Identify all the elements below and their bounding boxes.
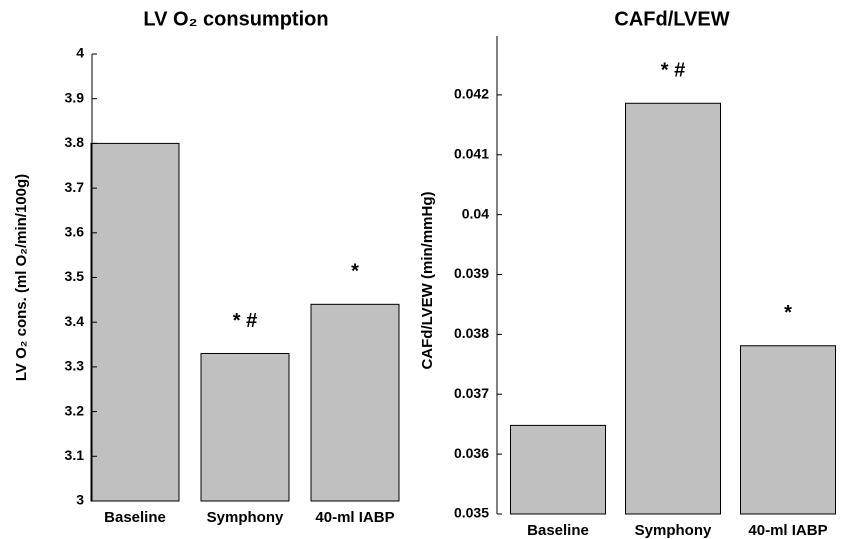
y-tick-label: 3.3 bbox=[65, 358, 85, 374]
y-tick-label: 0.037 bbox=[454, 385, 489, 401]
y-tick-label: 0.042 bbox=[454, 86, 489, 102]
y-tick-label: 4 bbox=[76, 45, 84, 61]
x-tick-label: Symphony bbox=[635, 522, 712, 539]
y-tick-label: 0.035 bbox=[454, 505, 489, 521]
y-tick-label: 3.6 bbox=[65, 224, 85, 240]
y-tick-label: 3.5 bbox=[65, 268, 85, 284]
x-tick-label: 40-ml IABP bbox=[315, 509, 394, 526]
y-axis-label: CAFd/LVEW (min/mmHg) bbox=[419, 191, 436, 369]
bar bbox=[200, 352, 290, 502]
chart-title: CAFd/LVEW bbox=[614, 8, 729, 30]
y-tick-label: 3.9 bbox=[65, 89, 85, 105]
significance-marker: * # bbox=[661, 60, 685, 82]
chart-title: LV O₂ consumption bbox=[143, 8, 328, 30]
significance-marker: * # bbox=[233, 310, 257, 332]
y-tick-label: 3.7 bbox=[65, 179, 85, 195]
y-tick-label: 0.04 bbox=[462, 205, 489, 221]
y-axis-label: LV O₂ cons. (ml O₂/min/100g) bbox=[13, 174, 30, 381]
y-tick-label: 3 bbox=[76, 492, 84, 508]
y-tick-label: 3.1 bbox=[65, 447, 85, 463]
bar bbox=[740, 345, 836, 515]
y-tick-label: 0.038 bbox=[454, 325, 489, 341]
bar bbox=[310, 303, 400, 502]
bar bbox=[625, 102, 721, 515]
significance-marker: * bbox=[351, 261, 359, 283]
y-tick-label: 0.041 bbox=[454, 145, 489, 161]
y-tick-label: 3.8 bbox=[65, 134, 85, 150]
y-tick-label: 3.2 bbox=[65, 402, 85, 418]
bar bbox=[510, 424, 606, 515]
x-tick-label: Baseline bbox=[527, 522, 589, 539]
y-tick-label: 3.4 bbox=[65, 313, 85, 329]
bar bbox=[90, 142, 180, 502]
x-tick-label: 40-ml IABP bbox=[748, 522, 827, 539]
x-tick-label: Baseline bbox=[104, 509, 166, 526]
x-tick-label: Symphony bbox=[207, 509, 284, 526]
y-tick-label: 0.036 bbox=[454, 445, 489, 461]
significance-marker: * bbox=[784, 302, 792, 324]
y-tick-label: 0.039 bbox=[454, 265, 489, 281]
